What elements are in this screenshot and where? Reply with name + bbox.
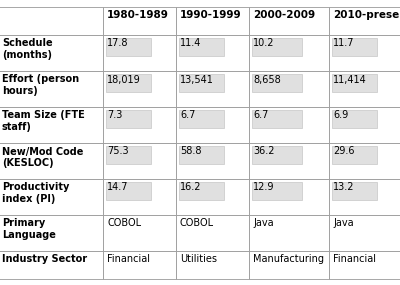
Bar	[332, 38, 377, 56]
Bar	[329, 70, 400, 107]
Bar	[329, 107, 400, 142]
Bar	[252, 146, 302, 164]
Bar	[0, 178, 103, 215]
Bar	[176, 34, 249, 70]
Bar	[0, 7, 103, 34]
Text: 2000-2009: 2000-2009	[253, 11, 315, 21]
Bar	[103, 178, 176, 215]
Bar	[249, 70, 329, 107]
Bar	[249, 178, 329, 215]
Bar	[252, 74, 302, 91]
Text: 6.9: 6.9	[333, 111, 348, 121]
Text: 11.7: 11.7	[333, 38, 354, 48]
Text: 13.2: 13.2	[333, 182, 354, 192]
Text: 10.2: 10.2	[253, 38, 274, 48]
Bar	[329, 178, 400, 215]
Text: 11,414: 11,414	[333, 74, 367, 84]
Bar	[103, 251, 176, 278]
Bar	[179, 146, 224, 164]
Text: 36.2: 36.2	[253, 146, 274, 156]
Text: 29.6: 29.6	[333, 146, 354, 156]
Bar	[0, 215, 103, 251]
Bar	[0, 142, 103, 178]
Bar	[0, 251, 103, 278]
Bar	[103, 107, 176, 142]
Bar	[332, 182, 377, 200]
Bar	[106, 38, 151, 56]
Text: 75.3: 75.3	[107, 146, 129, 156]
Text: Productivity
index (PI): Productivity index (PI)	[2, 182, 69, 205]
Bar	[103, 70, 176, 107]
Bar	[249, 251, 329, 278]
Bar	[179, 182, 224, 200]
Text: COBOL: COBOL	[107, 219, 141, 229]
Text: 2010-present: 2010-present	[333, 11, 400, 21]
Bar	[249, 34, 329, 70]
Text: Primary
Language: Primary Language	[2, 219, 56, 241]
Text: 17.8: 17.8	[107, 38, 128, 48]
Text: 13,541: 13,541	[180, 74, 214, 84]
Bar	[249, 215, 329, 251]
Bar	[176, 107, 249, 142]
Text: Java: Java	[253, 219, 274, 229]
Bar	[103, 7, 176, 34]
Bar	[332, 146, 377, 164]
Bar	[176, 142, 249, 178]
Bar	[106, 74, 151, 91]
Text: 1990-1999: 1990-1999	[180, 11, 242, 21]
Text: 18,019: 18,019	[107, 74, 141, 84]
Text: 6.7: 6.7	[180, 111, 195, 121]
Text: 16.2: 16.2	[180, 182, 202, 192]
Bar	[176, 251, 249, 278]
Bar	[103, 34, 176, 70]
Text: COBOL: COBOL	[180, 219, 214, 229]
Bar	[179, 38, 224, 56]
Bar	[249, 107, 329, 142]
Text: 6.7: 6.7	[253, 111, 268, 121]
Bar	[329, 7, 400, 34]
Text: 8,658: 8,658	[253, 74, 281, 84]
Bar	[249, 142, 329, 178]
Bar	[329, 215, 400, 251]
Bar	[103, 142, 176, 178]
Text: Java: Java	[333, 219, 354, 229]
Bar	[106, 109, 151, 127]
Text: New/Mod Code
(KESLOC): New/Mod Code (KESLOC)	[2, 146, 83, 168]
Bar	[179, 74, 224, 91]
Bar	[106, 182, 151, 200]
Bar	[176, 178, 249, 215]
Bar	[0, 70, 103, 107]
Bar	[176, 215, 249, 251]
Bar	[179, 109, 224, 127]
Text: Effort (person
hours): Effort (person hours)	[2, 74, 79, 97]
Text: 58.8: 58.8	[180, 146, 202, 156]
Bar	[252, 38, 302, 56]
Text: Financial: Financial	[107, 255, 150, 264]
Bar	[0, 107, 103, 142]
Text: Team Size (FTE
staff): Team Size (FTE staff)	[2, 111, 85, 133]
Bar	[176, 70, 249, 107]
Bar	[252, 182, 302, 200]
Text: Utilities: Utilities	[180, 255, 217, 264]
Bar	[329, 34, 400, 70]
Bar	[106, 146, 151, 164]
Bar	[332, 74, 377, 91]
Bar	[176, 7, 249, 34]
Text: Schedule
(months): Schedule (months)	[2, 38, 53, 60]
Text: 12.9: 12.9	[253, 182, 274, 192]
Bar	[332, 109, 377, 127]
Text: 11.4: 11.4	[180, 38, 201, 48]
Bar	[329, 142, 400, 178]
Text: Industry Sector: Industry Sector	[2, 255, 87, 264]
Bar	[0, 34, 103, 70]
Bar	[252, 109, 302, 127]
Text: 14.7: 14.7	[107, 182, 128, 192]
Bar	[103, 215, 176, 251]
Text: 1980-1989: 1980-1989	[107, 11, 169, 21]
Bar	[249, 7, 329, 34]
Text: 7.3: 7.3	[107, 111, 122, 121]
Text: Manufacturing: Manufacturing	[253, 255, 324, 264]
Text: Financial: Financial	[333, 255, 376, 264]
Bar	[329, 251, 400, 278]
